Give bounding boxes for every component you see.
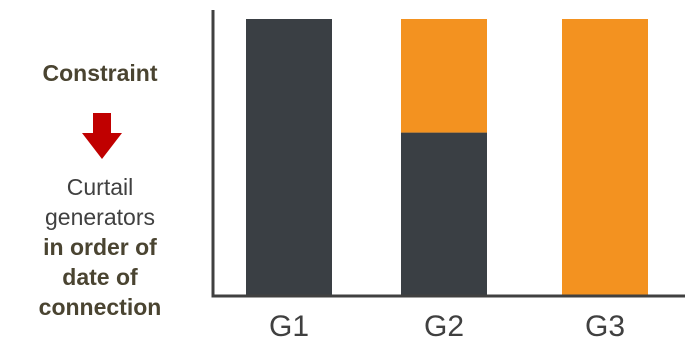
bar-g3-segment-2 <box>562 19 648 296</box>
down-arrow-icon <box>82 113 122 159</box>
curtail-note: Curtail generators in order of date of c… <box>0 172 200 322</box>
constraint-label: Constraint <box>42 60 158 86</box>
x-tick-labels: G1 G2 G3 <box>269 310 625 343</box>
note-line: Curtail <box>66 174 134 200</box>
x-tick-label-g2: G2 <box>424 310 464 343</box>
x-tick-label-g3: G3 <box>585 310 625 343</box>
side-panel: Constraint Curtail generators in order o… <box>0 0 200 352</box>
bar-g2-segment-2 <box>401 19 487 133</box>
note-line: generators <box>45 204 155 230</box>
note-line-bold: date of <box>62 264 138 290</box>
bar-g2-segment-1 <box>401 132 487 296</box>
note-line-bold: in order of <box>43 234 157 260</box>
x-tick-label-g1: G1 <box>269 310 309 343</box>
bar-g1-segment-1 <box>246 19 332 296</box>
bar-group <box>246 19 648 296</box>
note-line-bold: connection <box>38 294 162 320</box>
